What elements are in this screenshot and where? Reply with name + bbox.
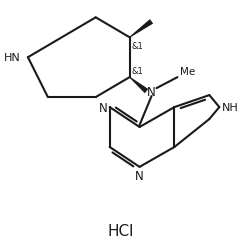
Text: &1: &1	[132, 42, 143, 51]
Text: Me: Me	[181, 67, 196, 77]
Text: HN: HN	[4, 53, 21, 63]
Text: N: N	[99, 101, 108, 114]
Polygon shape	[129, 20, 153, 38]
Text: &1: &1	[132, 67, 143, 76]
Text: N: N	[147, 85, 156, 98]
Polygon shape	[129, 78, 148, 94]
Text: HCl: HCl	[107, 223, 134, 238]
Text: N: N	[135, 169, 144, 182]
Text: NH: NH	[222, 103, 239, 113]
